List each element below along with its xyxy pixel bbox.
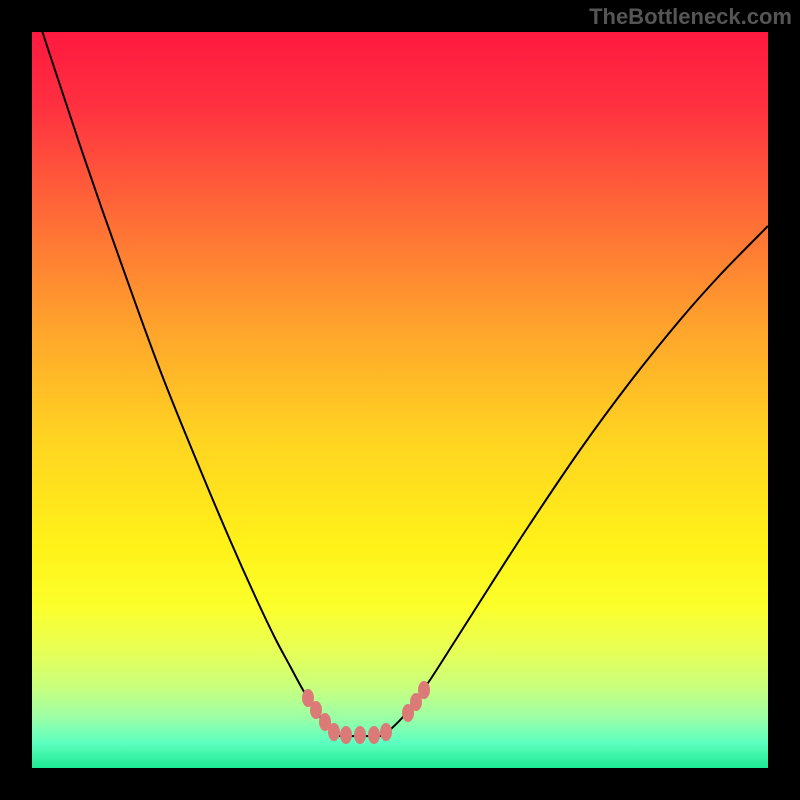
- marker-point: [340, 726, 352, 744]
- marker-point: [380, 723, 392, 741]
- marker-point: [368, 726, 380, 744]
- chart-container: TheBottleneck.com: [0, 0, 800, 800]
- marker-point: [328, 723, 340, 741]
- curve-overlay: [32, 32, 768, 768]
- marker-point: [418, 681, 430, 699]
- plot-area: [32, 32, 768, 768]
- bottleneck-curve: [32, 32, 768, 736]
- watermark-text: TheBottleneck.com: [589, 4, 792, 30]
- marker-point: [354, 726, 366, 744]
- marker-point: [310, 701, 322, 719]
